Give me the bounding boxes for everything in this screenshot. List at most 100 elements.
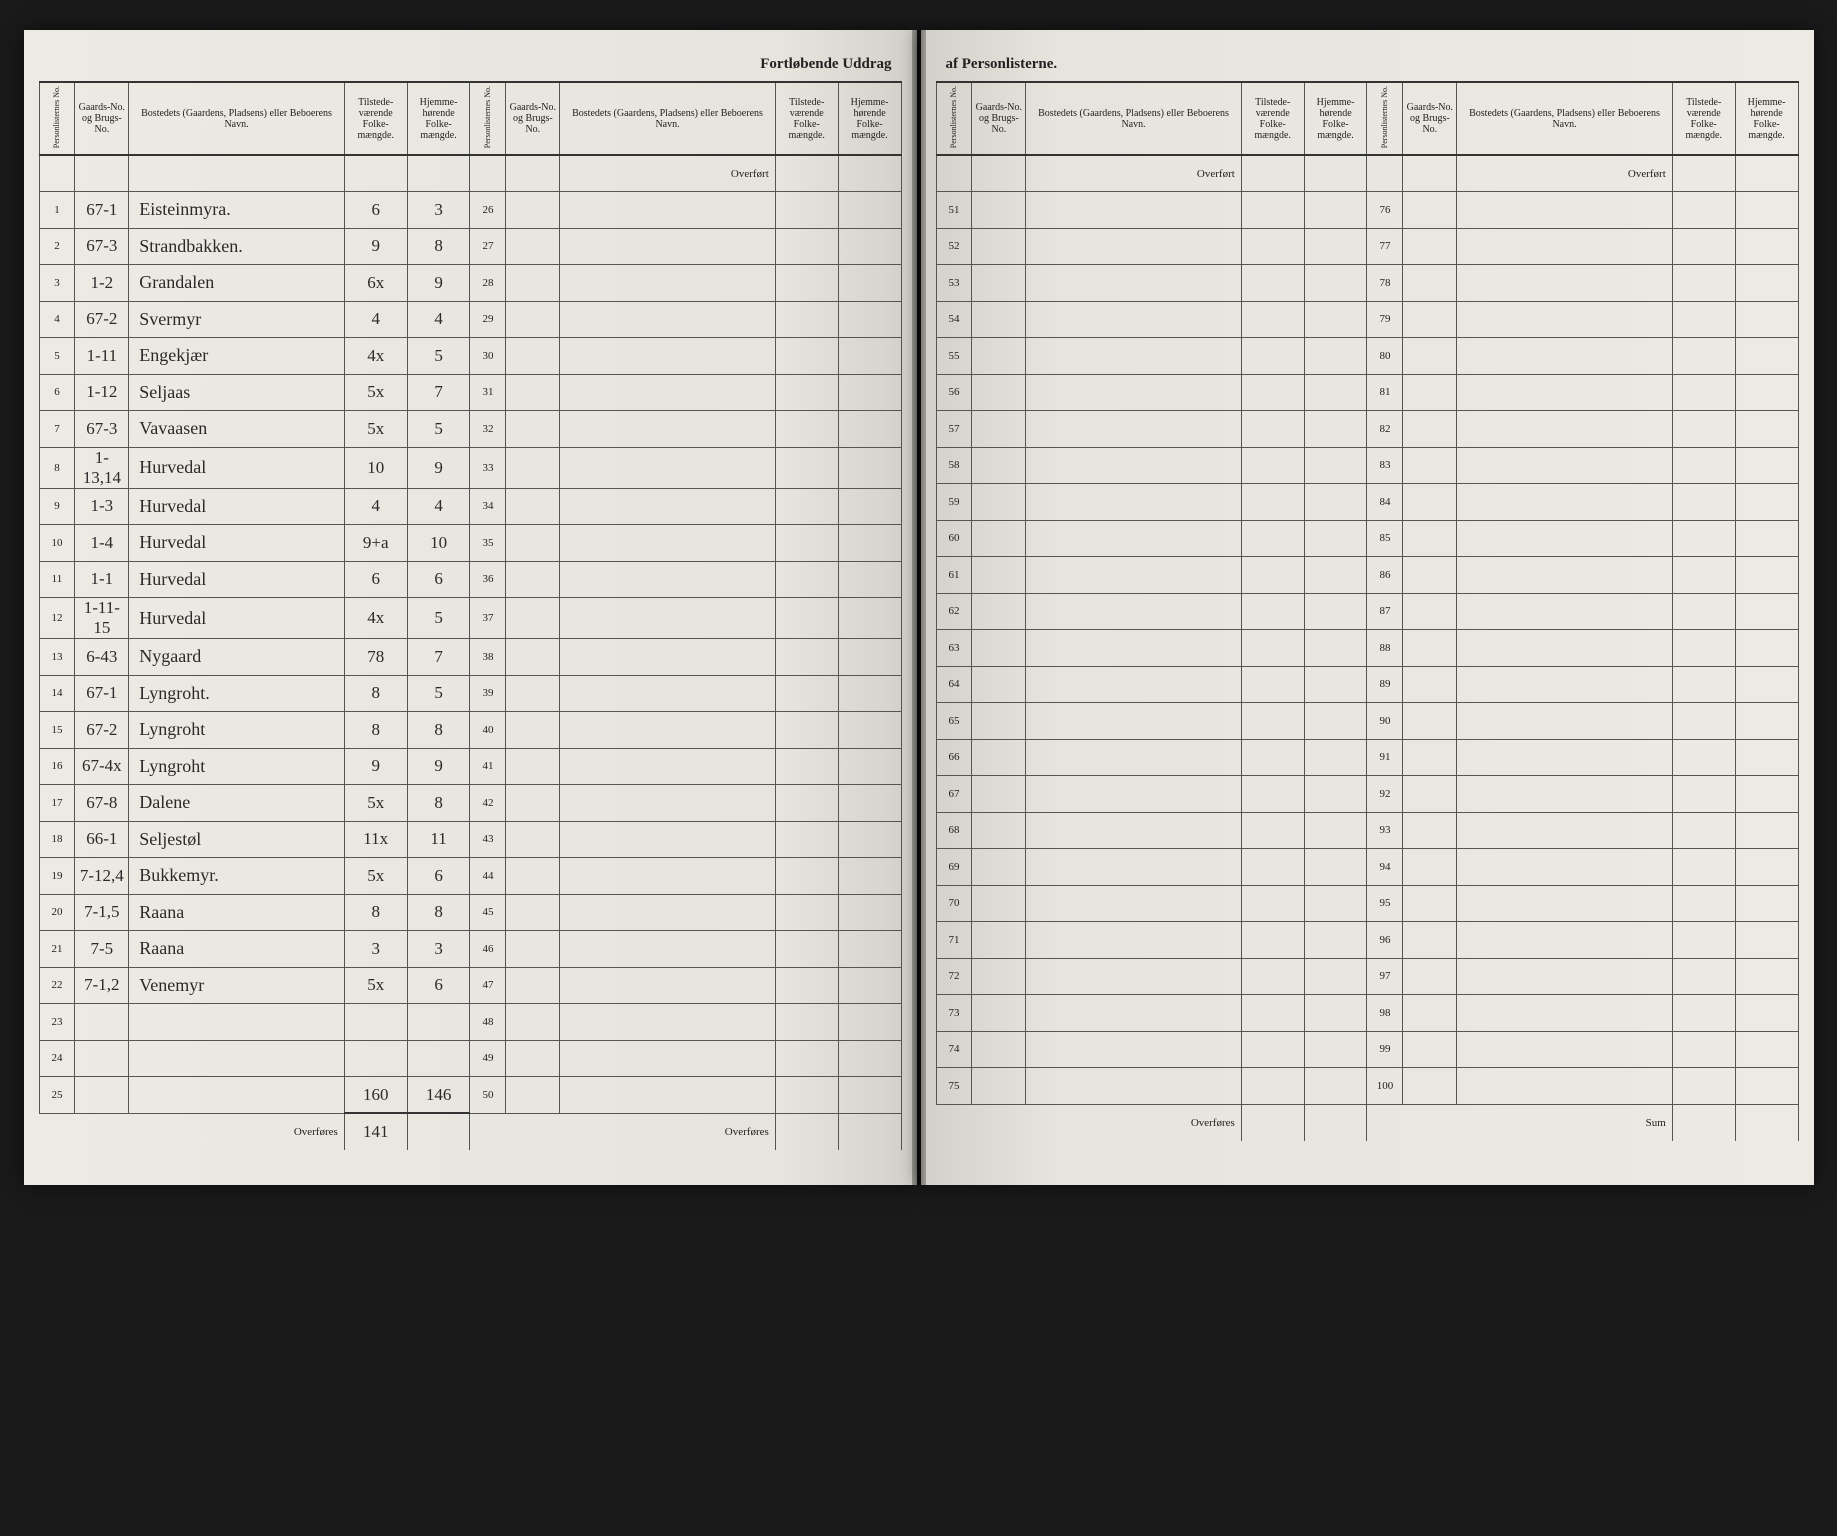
hjemme: 5	[407, 411, 470, 448]
row-no: 40	[470, 712, 506, 749]
gard-no	[506, 785, 560, 822]
row-no: 77	[1367, 228, 1403, 265]
title-left: Fortløbende Uddrag	[39, 50, 902, 81]
row-no: 12	[39, 598, 75, 639]
tilstede	[1672, 812, 1735, 849]
bosted-name	[1457, 849, 1673, 886]
bosted-name	[560, 785, 776, 822]
tilstede	[775, 561, 838, 598]
hjemme	[1735, 374, 1798, 411]
hjemme	[1735, 922, 1798, 959]
bosted-name	[1026, 958, 1242, 995]
tilstede	[1241, 703, 1304, 740]
bosted-name	[560, 338, 776, 375]
bosted-name	[560, 598, 776, 639]
hjemme	[838, 931, 901, 968]
table-row: 6994	[936, 849, 1798, 886]
gard-no	[1403, 812, 1457, 849]
gard-no	[972, 958, 1026, 995]
gard-no	[506, 1077, 560, 1114]
row-no: 53	[936, 265, 972, 302]
tilstede	[1241, 776, 1304, 813]
tilstede: 11x	[344, 821, 407, 858]
hjemme: 3	[407, 931, 470, 968]
hjemme	[1304, 703, 1367, 740]
gard-no: 67-3	[75, 411, 129, 448]
hjemme	[1735, 1031, 1798, 1068]
gard-no	[972, 922, 1026, 959]
row-no: 72	[936, 958, 972, 995]
row-no: 54	[936, 301, 972, 338]
gard-no	[972, 849, 1026, 886]
tilstede	[1672, 411, 1735, 448]
hjemme	[1304, 812, 1367, 849]
hjemme	[838, 447, 901, 488]
bosted-name	[1457, 192, 1673, 229]
bosted-name	[1457, 885, 1673, 922]
hjemme	[1304, 885, 1367, 922]
table-row: 1567-2Lyngroht8840	[39, 712, 901, 749]
row-no: 9	[39, 488, 75, 525]
row-no: 8	[39, 447, 75, 488]
table-row: 65 90	[936, 703, 1798, 740]
bosted-name	[560, 525, 776, 562]
tilstede	[1241, 666, 1304, 703]
bosted-name	[1026, 338, 1242, 375]
hjemme: 7	[407, 374, 470, 411]
hjemme: 5	[407, 598, 470, 639]
bosted-name	[560, 561, 776, 598]
gard-no: 1-4	[75, 525, 129, 562]
row-no: 65	[936, 703, 972, 740]
bosted-name	[560, 265, 776, 302]
table-row: 6893	[936, 812, 1798, 849]
blank	[1367, 155, 1403, 192]
row-no: 66	[936, 739, 972, 776]
table-row: 5176	[936, 192, 1798, 229]
hjemme	[1735, 776, 1798, 813]
gard-no	[1403, 593, 1457, 630]
row-no: 68	[936, 812, 972, 849]
row-no: 17	[39, 785, 75, 822]
bosted-name	[1457, 812, 1673, 849]
bosted-name	[1026, 1031, 1242, 1068]
hjemme	[1304, 520, 1367, 557]
hjemme	[838, 561, 901, 598]
bosted-name	[560, 967, 776, 1004]
tilstede	[344, 1004, 407, 1041]
bosted-name	[1457, 520, 1673, 557]
bosted-name	[1457, 411, 1673, 448]
bosted-name	[129, 1077, 345, 1114]
hjemme	[838, 228, 901, 265]
blank	[936, 155, 972, 192]
blank	[1304, 155, 1367, 192]
table-row: 467-2Svermyr4429	[39, 301, 901, 338]
gard-no	[972, 484, 1026, 521]
hjemme	[1735, 484, 1798, 521]
hjemme	[838, 192, 901, 229]
hdr-bosted: Bostedets (Gaardens, Pladsens) eller Beb…	[560, 82, 776, 155]
hjemme: 5	[407, 675, 470, 712]
tilstede	[775, 675, 838, 712]
sum-til	[1672, 1104, 1735, 1141]
gard-no	[972, 338, 1026, 375]
row-no: 60	[936, 520, 972, 557]
hjemme	[1304, 228, 1367, 265]
gard-no	[506, 338, 560, 375]
row-no: 90	[1367, 703, 1403, 740]
tilstede	[1241, 192, 1304, 229]
row-no: 14	[39, 675, 75, 712]
blank	[1672, 155, 1735, 192]
gard-no	[972, 447, 1026, 484]
hjemme: 6	[407, 561, 470, 598]
tilstede	[775, 374, 838, 411]
row-no: 7	[39, 411, 75, 448]
table-row: 1667-4xLyngroht9941	[39, 748, 901, 785]
hjemme	[1304, 301, 1367, 338]
bosted-name	[1457, 228, 1673, 265]
tilstede: 5x	[344, 858, 407, 895]
row-no: 71	[936, 922, 972, 959]
gard-no: 7-1,5	[75, 894, 129, 931]
tilstede: 160	[344, 1077, 407, 1114]
tilstede	[1241, 885, 1304, 922]
hjemme	[1304, 411, 1367, 448]
